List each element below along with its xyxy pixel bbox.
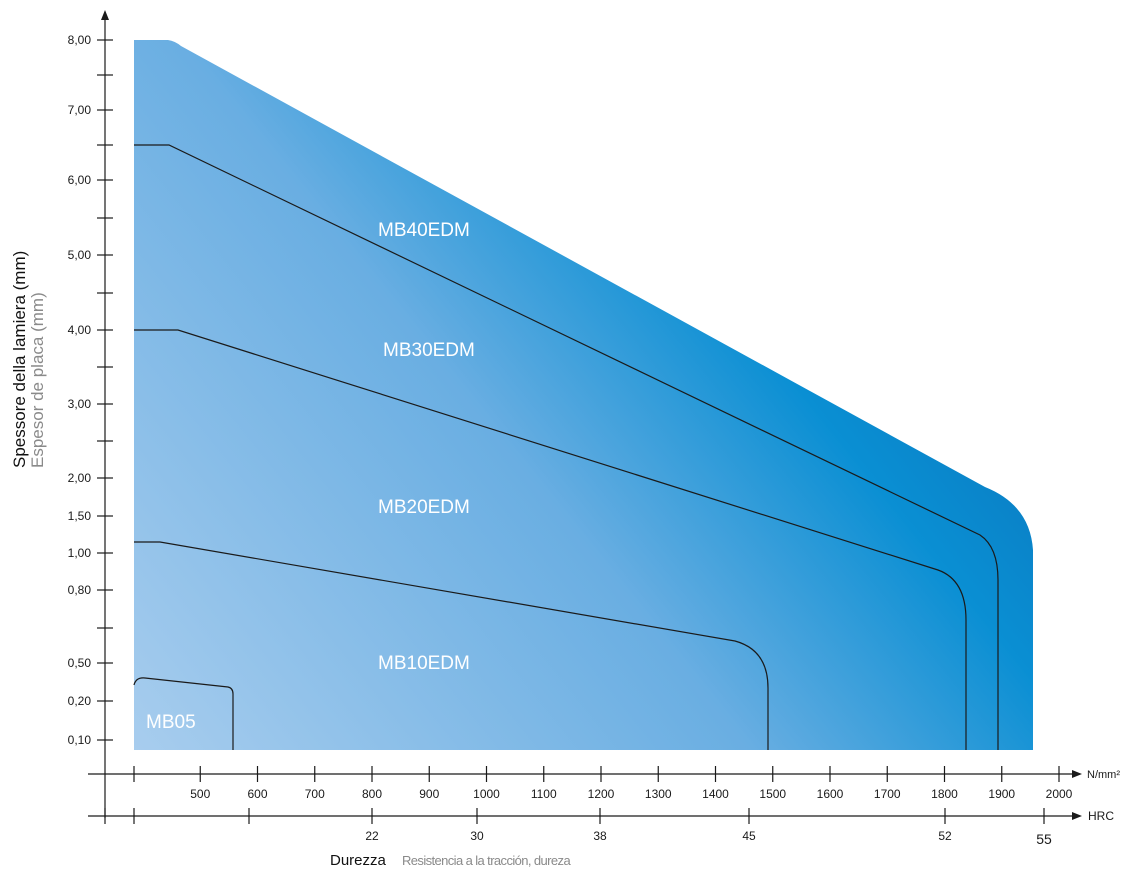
hrc-axis [88,812,1082,820]
x-tick-label: 800 [362,787,382,801]
hrc-axis-unit: HRC [1088,809,1114,823]
hrc-tick-label: 38 [593,829,607,843]
y-axis-title-secondary: Espesor de placa (mm) [28,292,47,468]
region-label-mb20edm: MB20EDM [378,497,470,518]
y-tick-label: 0,10 [68,733,92,747]
x-tick-label: 2000 [1046,787,1073,801]
region-boundaries [133,144,999,750]
y-tick-label: 7,00 [68,103,92,117]
x-axis-title-secondary: Resistencia a la tracción, dureza [402,853,571,868]
y-tick-label: 0,80 [68,583,92,597]
x-tick-label: 600 [247,787,267,801]
y-ticks [97,39,113,741]
envelope-area [134,40,1033,750]
hrc-tick-label: 22 [365,829,379,843]
y-tick-label: 1,50 [68,509,92,523]
y-axis-title-primary: Spessore della lamiera (mm) [10,251,29,468]
x-ticks [133,766,1060,782]
y-tick-label: 6,00 [68,173,92,187]
x-tick-label: 1100 [531,787,557,801]
x-tick-label: 1400 [702,787,729,801]
x-tick-label: 900 [419,787,439,801]
hrc-tick-labels: 22 30 38 45 52 55 [365,829,1052,847]
y-tick-label: 0,50 [68,656,92,670]
y-tick-label: 8,00 [68,33,92,47]
hrc-tick-label: 30 [470,829,484,843]
hrc-ticks [104,808,1045,824]
y-tick-label: 1,00 [68,546,92,560]
x-axis-title-primary: Durezza [330,852,387,869]
hrc-tick-label: 55 [1036,831,1052,847]
region-label-mb05: MB05 [146,712,196,733]
x-tick-label: 1000 [473,787,500,801]
x-axis-unit: N/mm² [1087,769,1120,781]
x-tick-label: 700 [305,787,325,801]
boundary-mb30edm [134,144,999,750]
boundary-mb05 [133,677,234,750]
x-tick-label: 500 [190,787,210,801]
x-tick-label: 1500 [759,787,786,801]
y-tick-label: 4,00 [68,323,92,337]
x-tick-label: 1700 [874,787,901,801]
x-tick-label: 1200 [588,787,615,801]
region-label-mb30edm: MB30EDM [383,340,475,361]
y-tick-labels: 8,00 7,00 6,00 5,00 4,00 3,00 2,00 1,50 1,00 0,80… [68,33,92,747]
y-axis [101,10,109,818]
boundary-mb10edm [134,541,769,750]
x-tick-labels: 500 600 700 800 900 1000 1100 1200 1300 1400 1500 1… [190,787,1072,801]
x-tick-label: 1300 [645,787,672,801]
y-tick-label: 2,00 [68,471,92,485]
x-tick-label: 1800 [931,787,958,801]
y-tick-label: 5,00 [68,248,92,262]
boundary-mb20edm [134,329,967,750]
x-axis [88,770,1082,778]
y-tick-label: 0,20 [68,694,92,708]
region-label-mb40edm: MB40EDM [378,220,470,241]
hrc-tick-label: 45 [742,829,756,843]
x-tick-label: 1600 [817,787,844,801]
y-tick-label: 3,00 [68,397,92,411]
region-label-mb10edm: MB10EDM [378,653,470,674]
hrc-tick-label: 52 [938,829,952,843]
x-tick-label: 1900 [988,787,1015,801]
